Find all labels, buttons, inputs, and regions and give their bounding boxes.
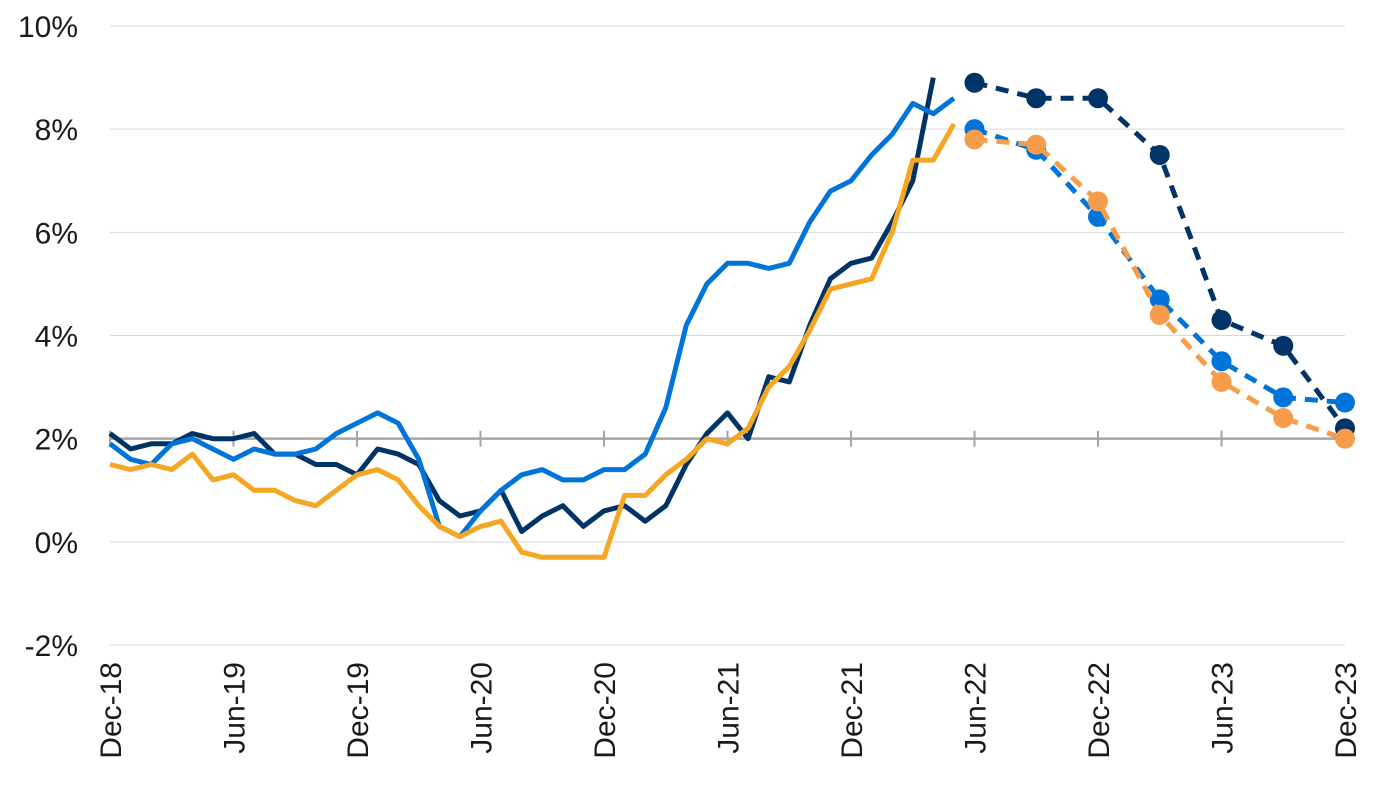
x-tick-label: Dec-18 xyxy=(95,662,128,759)
x-tick-label: Jun-20 xyxy=(466,662,499,754)
series-line-2 xyxy=(108,96,956,540)
data-point xyxy=(1149,144,1170,165)
series-line-4 xyxy=(109,122,957,560)
x-axis-labels: Dec-18 Jun-19 Dec-19 Jun-20 Dec-20 Jun-21 Dec-… xyxy=(95,662,1363,759)
data-point xyxy=(1149,289,1170,310)
series-line-1 xyxy=(973,80,1348,430)
data-point xyxy=(964,129,985,150)
data-point xyxy=(1088,88,1108,109)
data-point xyxy=(1088,191,1108,212)
data-point xyxy=(1335,392,1355,413)
data-point xyxy=(1273,387,1294,408)
y-tick-label: 8% xyxy=(35,114,78,147)
y-tick-label: 4% xyxy=(35,321,78,354)
data-point xyxy=(1149,304,1170,325)
x-tick-label: Jun-19 xyxy=(219,662,252,754)
series-line-3 xyxy=(973,126,1346,406)
data-point xyxy=(1026,134,1047,155)
x-tick-label: Dec-20 xyxy=(589,662,622,759)
y-tick-label: 0% xyxy=(35,527,78,560)
x-tick-label: Dec-21 xyxy=(836,662,869,759)
x-tick-label: Dec-23 xyxy=(1330,662,1363,759)
data-point xyxy=(1273,408,1294,429)
x-tick-label: Dec-22 xyxy=(1083,662,1116,759)
data-point xyxy=(964,72,985,93)
y-tick-label: 2% xyxy=(35,424,78,457)
data-point xyxy=(1273,335,1294,356)
data-point xyxy=(1211,371,1232,392)
y-axis-labels: -2% 0% 2% 4% 6% 8% 10% xyxy=(18,11,78,663)
x-tick-label: Jun-21 xyxy=(713,662,746,754)
data-point xyxy=(1211,351,1232,372)
y-tick-label: 6% xyxy=(35,217,78,250)
x-tick-label: Jun-22 xyxy=(960,662,993,754)
data-point xyxy=(1335,428,1355,449)
x-tick-label: Jun-23 xyxy=(1207,662,1240,754)
series-line-0 xyxy=(108,77,936,534)
data-point xyxy=(1211,310,1232,331)
data-point xyxy=(1026,88,1047,109)
gridlines xyxy=(110,25,1345,646)
y-tick-label: -2% xyxy=(25,630,78,663)
y-tick-label: 10% xyxy=(18,11,78,44)
series-group xyxy=(108,72,1355,560)
x-tick-label: Dec-19 xyxy=(342,662,375,759)
